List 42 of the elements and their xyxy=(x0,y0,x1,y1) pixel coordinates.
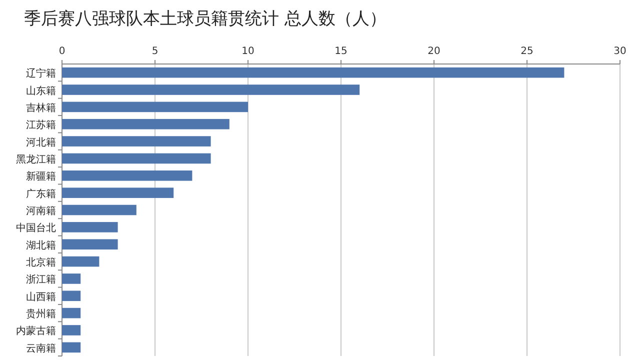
y-tick-label: 北京籍 xyxy=(26,256,56,269)
bar xyxy=(62,256,100,267)
y-tick-label: 河南籍 xyxy=(26,205,56,217)
y-tick-label: 吉林籍 xyxy=(26,102,56,114)
bar xyxy=(62,102,248,112)
bar xyxy=(62,204,136,216)
y-tick-label: 湖北籍 xyxy=(26,239,56,252)
y-tick-label: 河北籍 xyxy=(26,136,56,148)
y-tick-label: 江苏籍 xyxy=(26,119,56,132)
chart-title: 季后赛八强球队本土球员籍贯统计 总人数（人） xyxy=(24,9,386,29)
x-tick-label: 25 xyxy=(520,46,534,57)
bar xyxy=(62,188,174,198)
bar xyxy=(62,325,81,336)
bar xyxy=(62,239,118,250)
y-tick-label: 浙江籍 xyxy=(26,274,56,286)
y-tick-label: 贵州籍 xyxy=(26,308,56,320)
x-tick-label: 15 xyxy=(334,46,348,57)
x-tick-label: 30 xyxy=(614,46,626,57)
bar xyxy=(62,308,81,318)
y-tick-label: 广东籍 xyxy=(26,188,56,200)
bar xyxy=(62,170,192,181)
bar xyxy=(62,290,81,302)
y-tick-label: 新疆籍 xyxy=(26,170,56,183)
bar xyxy=(62,136,211,146)
y-tick-label: 中国台北 xyxy=(16,222,56,234)
x-tick-label: 20 xyxy=(428,46,440,57)
y-tick-label: 内蒙古籍 xyxy=(16,325,56,338)
bar xyxy=(62,118,230,130)
x-tick-label: 10 xyxy=(242,46,254,57)
bar xyxy=(62,67,564,78)
y-tick-label: 山东籍 xyxy=(26,84,56,97)
y-tick-label: 黑龙江籍 xyxy=(16,153,56,166)
y-tick-label: 山西籍 xyxy=(26,290,56,303)
bar xyxy=(62,222,118,232)
bar xyxy=(62,274,81,284)
y-tick-label: 云南籍 xyxy=(26,342,56,354)
bar xyxy=(62,153,211,164)
x-tick-label: 0 xyxy=(58,46,66,57)
bar xyxy=(62,342,81,353)
y-tick-label: 辽宁籍 xyxy=(26,68,56,80)
bar xyxy=(62,84,360,95)
x-tick-label: 5 xyxy=(152,46,158,57)
